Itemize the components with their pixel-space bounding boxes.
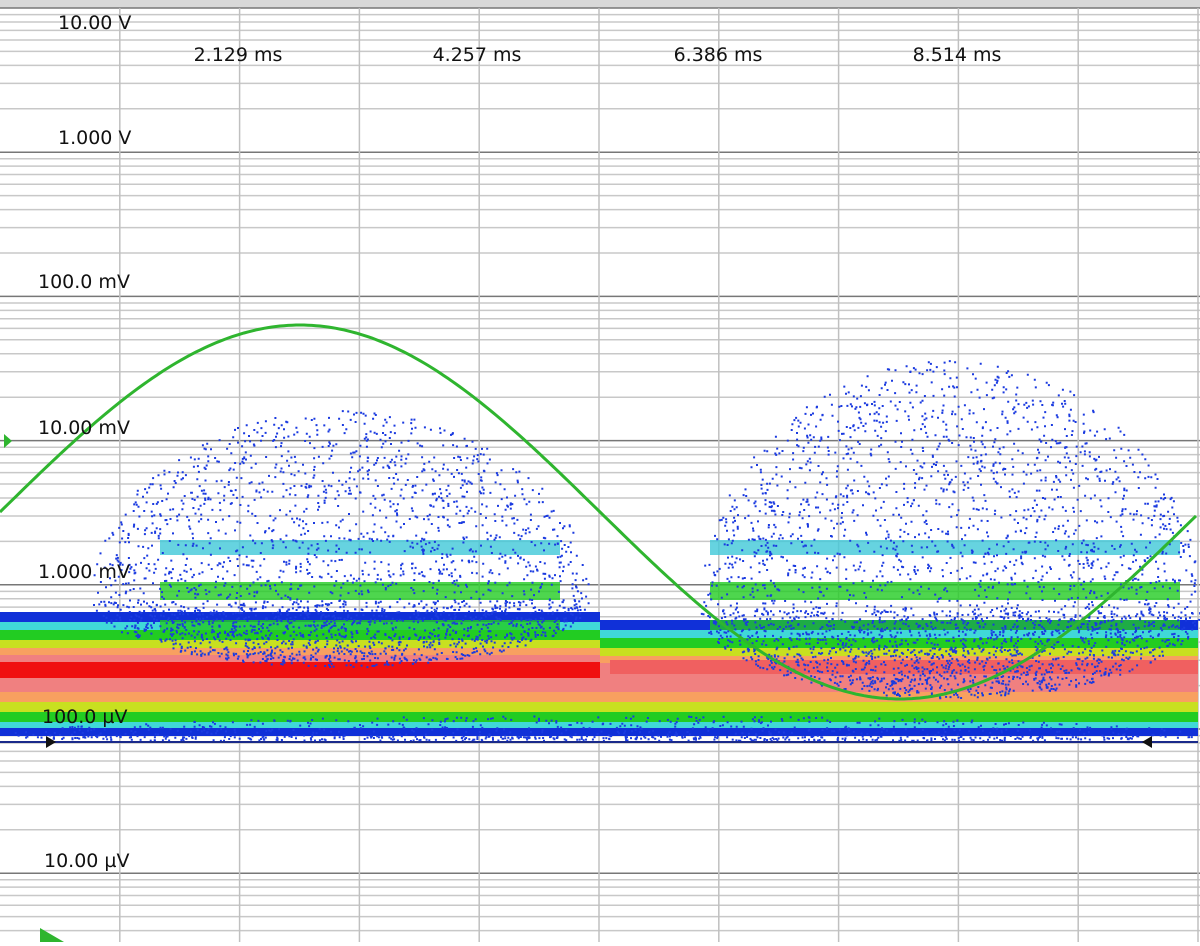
x-axis-label: 4.257 ms xyxy=(433,44,522,66)
persistence-band xyxy=(710,540,1180,555)
persistence-band xyxy=(710,582,1180,600)
trigger-marker xyxy=(4,434,12,448)
marker-left xyxy=(46,736,56,748)
y-axis-label: 10.00 V xyxy=(58,12,131,34)
persistence-band xyxy=(160,582,560,600)
y-axis-label: 1.000 V xyxy=(58,127,131,149)
y-axis-label: 100.0 mV xyxy=(38,271,130,293)
persistence-band xyxy=(710,620,1180,630)
waveform xyxy=(0,323,1198,701)
y-axis-label: 10.00 µV xyxy=(44,850,130,872)
x-axis-label: 2.129 ms xyxy=(194,44,283,66)
y-axis-label: 1.000 mV xyxy=(38,561,130,583)
persistence-core xyxy=(610,660,1198,674)
x-axis-label: 6.386 ms xyxy=(674,44,763,66)
legend-icon xyxy=(40,928,64,942)
noise-cloud xyxy=(93,410,590,669)
marker-right xyxy=(1142,736,1152,748)
y-axis-label: 100.0 µV xyxy=(42,706,128,728)
top-bar xyxy=(0,0,1200,8)
persistence-band xyxy=(160,620,560,630)
persistence-core xyxy=(0,662,600,678)
y-axis-label: 10.00 mV xyxy=(38,417,130,439)
noise-cloud xyxy=(14,715,1193,742)
persistence-band xyxy=(160,540,560,555)
noise-cloud xyxy=(700,360,1200,700)
x-axis-label: 8.514 ms xyxy=(913,44,1002,66)
